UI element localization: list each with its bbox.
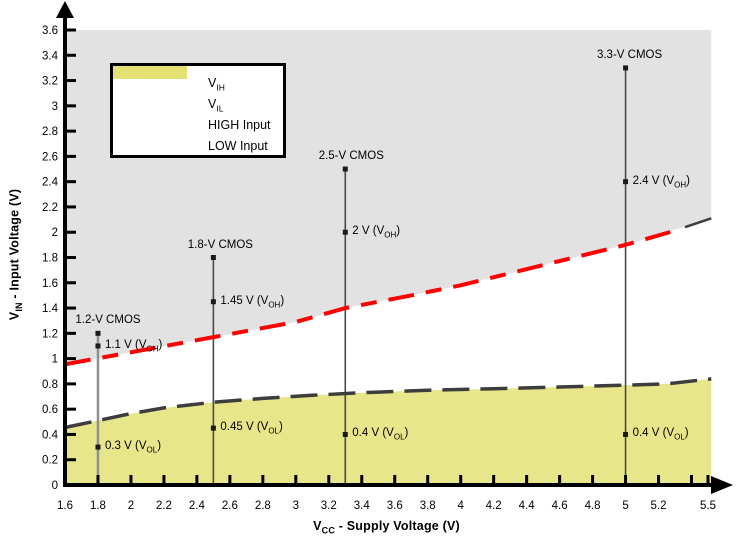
point-marker (210, 299, 216, 305)
x-tick-label: 3.8 (420, 500, 436, 512)
x-tick-label: 2 (128, 500, 134, 512)
point-marker (95, 343, 101, 349)
y-tick-label: 1.6 (42, 278, 58, 290)
point-marker (623, 431, 629, 437)
y-tick-label: 2 (52, 227, 58, 239)
y-tick-label: 3.6 (42, 25, 58, 37)
x-tick-label: 1.6 (57, 500, 73, 512)
vih-line (64, 227, 679, 367)
legend-label-vil: VIL (208, 96, 224, 113)
y-tick-label: 0.2 (42, 455, 58, 467)
x-tick-label: 2.2 (156, 500, 172, 512)
y-tick-label: 3.4 (42, 50, 59, 62)
legend-item-low-input: LOW Input (113, 66, 283, 156)
y-tick-label: 1.4 (42, 303, 59, 315)
x-tick-label: 4.4 (519, 500, 536, 512)
x-tick-label: 4.6 (552, 500, 568, 512)
y-tick-label: 1.2 (42, 328, 58, 340)
y-tick-label: 3.2 (42, 76, 58, 88)
y-tick-label: 0.4 (42, 429, 59, 441)
x-tick-label: 2.8 (255, 500, 271, 512)
legend-label-low-input: LOW Input (208, 138, 268, 153)
point-marker (342, 229, 348, 235)
legend-item-high-input: HIGH Input (113, 66, 283, 135)
x-tick-label: 3.4 (354, 500, 371, 512)
y-axis-arrow-icon (56, 1, 74, 18)
point-marker (95, 444, 101, 450)
x-tick-label: 4.8 (585, 500, 601, 512)
x-tick-label: 2.4 (189, 500, 206, 512)
x-tick-label: 5 (622, 500, 628, 512)
x-tick-label: 2.6 (222, 500, 238, 512)
x-tick-label: 3 (293, 500, 299, 512)
x-axis-title: VCC - Supply Voltage (V) (313, 519, 460, 536)
legend-label-high-input: HIGH Input (208, 117, 271, 132)
point-marker (623, 179, 629, 185)
y-tick-label: 0.8 (42, 379, 58, 391)
x-tick-label: 3.6 (387, 500, 403, 512)
point-marker (210, 255, 216, 260)
x-tick-label: 4 (457, 500, 464, 512)
x-tick-label: 5.2 (651, 500, 667, 512)
point-marker (95, 330, 101, 336)
y-tick-label: 1.8 (42, 253, 58, 265)
x-tick-label: 3.2 (321, 500, 337, 512)
x-tick-label: 1.8 (90, 500, 106, 512)
y-tick-label: 2.6 (42, 151, 58, 163)
y-axis-title: VIN - Input Voltage (V) (7, 188, 25, 321)
low-input-swatch-icon (113, 66, 187, 79)
x-tick-label: 4.2 (486, 500, 502, 512)
x-axis-arrow-icon (711, 476, 733, 494)
vil-line (64, 377, 712, 430)
vih-tail-dash (684, 217, 712, 229)
y-tick-label: 3 (52, 101, 58, 113)
y-tick-label: 2.2 (42, 202, 58, 214)
y-tick-label: 2.4 (42, 177, 59, 189)
y-tick-label: 0.6 (42, 404, 58, 416)
point-marker (623, 65, 629, 71)
y-tick-label: 2.8 (42, 126, 58, 138)
point-marker (210, 425, 216, 431)
point-marker (342, 166, 348, 172)
legend-item-vil: VIL (115, 68, 283, 114)
legend: VIH VIL HIGH Input LOW Input (110, 63, 286, 158)
x-tick-label: 5.5 (700, 500, 716, 512)
y-tick-label: 0 (52, 480, 58, 492)
point-marker (342, 431, 348, 437)
y-tick-label: 1 (52, 354, 58, 366)
legend-label-vih: VIH (208, 75, 225, 92)
low-input-region (65, 378, 712, 485)
